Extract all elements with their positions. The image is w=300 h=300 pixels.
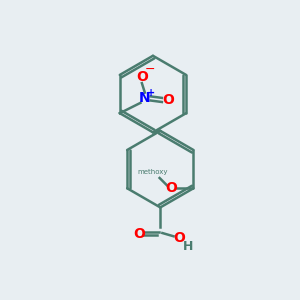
Text: O: O xyxy=(165,181,177,195)
Text: H: H xyxy=(183,240,194,253)
Text: N: N xyxy=(139,92,151,106)
Text: methoxy: methoxy xyxy=(137,169,167,175)
Text: −: − xyxy=(145,62,155,76)
Text: O: O xyxy=(133,227,145,241)
Text: O: O xyxy=(173,231,185,245)
Text: O: O xyxy=(136,70,148,84)
Text: O: O xyxy=(162,93,174,107)
Text: +: + xyxy=(147,88,155,98)
